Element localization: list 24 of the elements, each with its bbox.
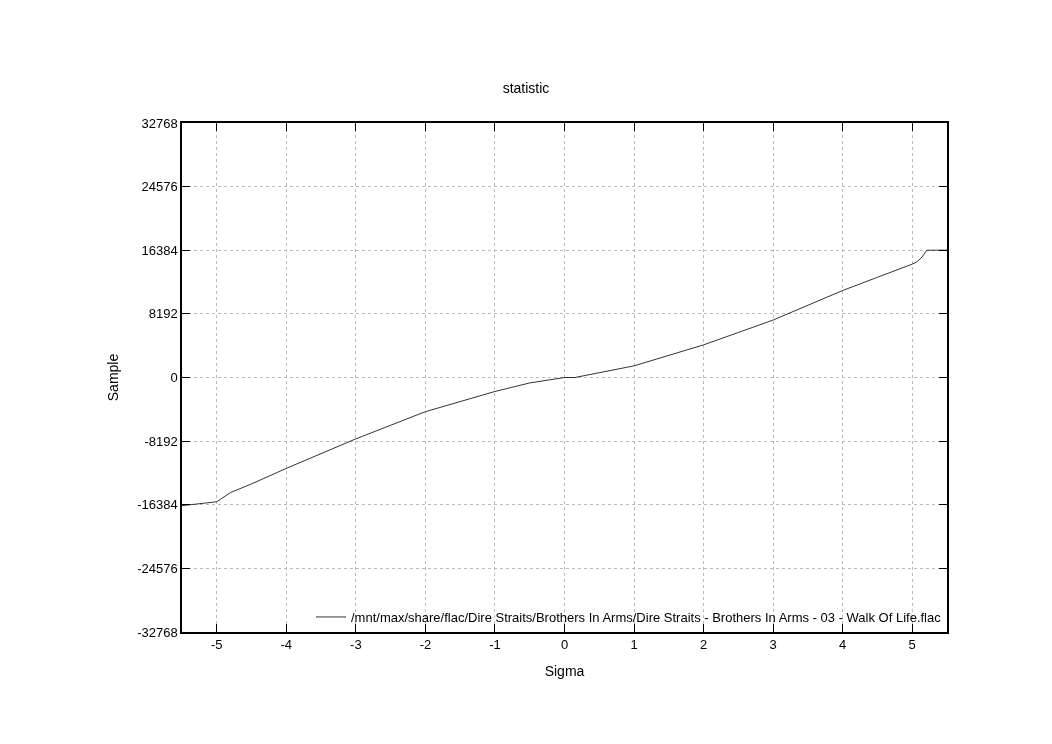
y-tick-label: -16384	[137, 497, 178, 513]
x-tick-label: -3	[350, 637, 362, 653]
x-tick-label: 1	[630, 637, 638, 653]
y-tick-label: 16384	[141, 242, 178, 258]
x-axis-title: Sigma	[544, 663, 585, 680]
y-tick-label: -32768	[137, 624, 178, 640]
x-tick-label: -5	[210, 637, 223, 653]
y-tick-label: 24576	[141, 179, 178, 195]
x-tick-label: -1	[489, 637, 501, 653]
x-tick-label: 3	[769, 637, 777, 653]
x-tick-label: 2	[699, 637, 708, 653]
y-tick-label: 8192	[148, 306, 178, 322]
y-tick-label: 0	[170, 370, 178, 386]
x-tick-label: -2	[419, 637, 432, 653]
y-tick-label: -8192	[144, 433, 178, 449]
x-tick-label: -4	[280, 637, 293, 653]
x-tick-label: 0	[560, 637, 569, 653]
x-tick-label: 5	[908, 637, 916, 653]
legend-label: /mnt/max/share/flac/Dire Straits/Brothers In Arms/Dire Straits - Brothers In Arms - 03 - Walk Of Life.flac	[351, 610, 942, 626]
x-tick-label: 4	[839, 637, 847, 653]
y-tick-label: 32768	[141, 115, 178, 131]
y-tick-label: -24576	[137, 560, 178, 576]
y-axis-title: Sample	[105, 353, 122, 402]
chart-title: statistic	[502, 79, 550, 96]
